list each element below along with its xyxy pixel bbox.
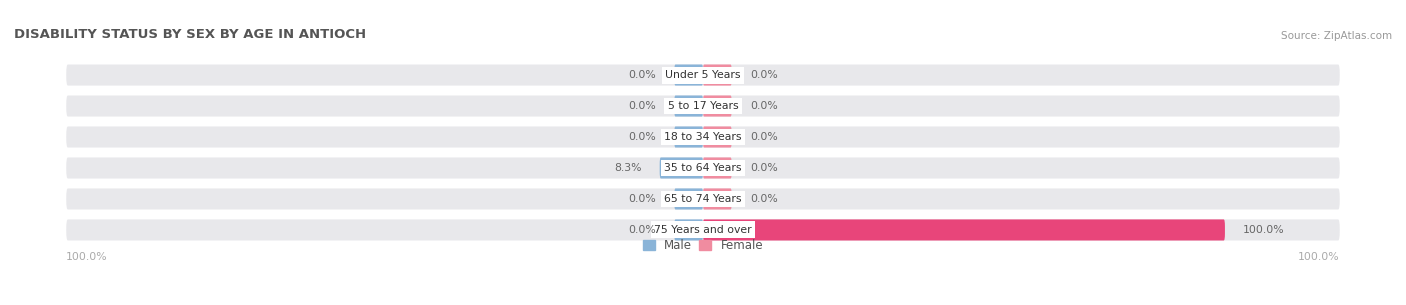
FancyBboxPatch shape bbox=[66, 95, 1340, 117]
Text: Under 5 Years: Under 5 Years bbox=[665, 70, 741, 80]
Text: 0.0%: 0.0% bbox=[749, 163, 778, 173]
FancyBboxPatch shape bbox=[703, 95, 731, 117]
Text: 0.0%: 0.0% bbox=[628, 194, 657, 204]
FancyBboxPatch shape bbox=[659, 157, 703, 178]
Text: 35 to 64 Years: 35 to 64 Years bbox=[664, 163, 742, 173]
FancyBboxPatch shape bbox=[675, 95, 703, 117]
FancyBboxPatch shape bbox=[703, 64, 731, 86]
FancyBboxPatch shape bbox=[703, 157, 731, 178]
Text: 100.0%: 100.0% bbox=[1243, 225, 1285, 235]
FancyBboxPatch shape bbox=[675, 64, 703, 86]
Text: Source: ZipAtlas.com: Source: ZipAtlas.com bbox=[1281, 31, 1392, 41]
FancyBboxPatch shape bbox=[66, 64, 1340, 86]
Text: 65 to 74 Years: 65 to 74 Years bbox=[664, 194, 742, 204]
FancyBboxPatch shape bbox=[66, 157, 1340, 178]
FancyBboxPatch shape bbox=[66, 127, 1340, 148]
Text: DISABILITY STATUS BY SEX BY AGE IN ANTIOCH: DISABILITY STATUS BY SEX BY AGE IN ANTIO… bbox=[14, 28, 366, 41]
FancyBboxPatch shape bbox=[703, 188, 731, 210]
Text: 0.0%: 0.0% bbox=[749, 194, 778, 204]
Text: 0.0%: 0.0% bbox=[628, 132, 657, 142]
Text: 0.0%: 0.0% bbox=[628, 225, 657, 235]
FancyBboxPatch shape bbox=[66, 188, 1340, 210]
Text: 0.0%: 0.0% bbox=[749, 70, 778, 80]
Text: 18 to 34 Years: 18 to 34 Years bbox=[664, 132, 742, 142]
FancyBboxPatch shape bbox=[675, 219, 703, 241]
Text: 8.3%: 8.3% bbox=[614, 163, 641, 173]
FancyBboxPatch shape bbox=[66, 219, 1340, 241]
Text: 0.0%: 0.0% bbox=[749, 132, 778, 142]
FancyBboxPatch shape bbox=[703, 219, 1225, 241]
Legend: Male, Female: Male, Female bbox=[643, 239, 763, 252]
Text: 0.0%: 0.0% bbox=[749, 101, 778, 111]
FancyBboxPatch shape bbox=[703, 127, 731, 148]
Text: 5 to 17 Years: 5 to 17 Years bbox=[668, 101, 738, 111]
Text: 100.0%: 100.0% bbox=[1298, 252, 1340, 262]
Text: 100.0%: 100.0% bbox=[66, 252, 108, 262]
FancyBboxPatch shape bbox=[675, 127, 703, 148]
Text: 0.0%: 0.0% bbox=[628, 101, 657, 111]
Text: 0.0%: 0.0% bbox=[628, 70, 657, 80]
FancyBboxPatch shape bbox=[675, 188, 703, 210]
Text: 75 Years and over: 75 Years and over bbox=[654, 225, 752, 235]
